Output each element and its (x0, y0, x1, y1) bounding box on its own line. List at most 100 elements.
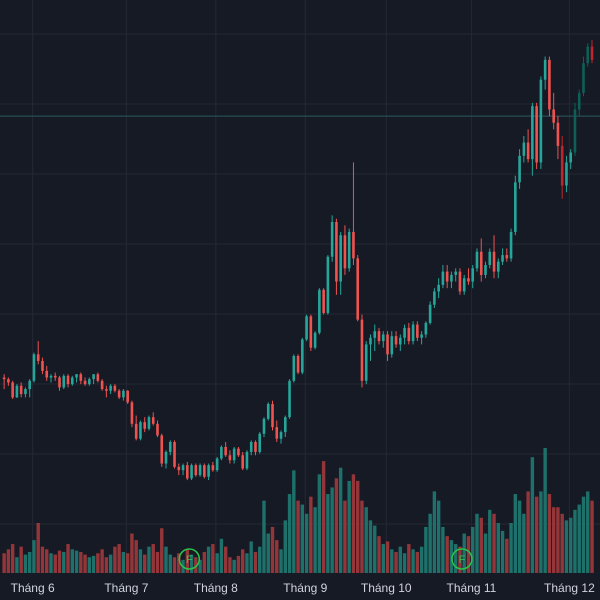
candle-37 (160, 433, 164, 467)
candle-body-78 (335, 221, 338, 282)
candle-body-79 (339, 235, 342, 282)
volume-bar-10 (45, 549, 49, 573)
volume-bar-54 (232, 559, 236, 573)
x-tick-label-4: Tháng 10 (361, 581, 412, 595)
candle-body-101 (433, 291, 436, 305)
candle-body-17 (75, 374, 78, 378)
candle-30 (130, 400, 134, 428)
candle-47 (203, 463, 206, 479)
candle-body-76 (326, 256, 330, 313)
volume-bar-109 (466, 536, 471, 573)
volume-bar-25 (108, 554, 113, 573)
candle-69 (296, 354, 300, 375)
candle-6 (28, 379, 31, 398)
candle-body-19 (83, 380, 87, 385)
candle-56 (241, 451, 244, 471)
candle-body-26 (113, 385, 117, 391)
volume-bar-23 (100, 549, 104, 573)
candle-body-64 (275, 427, 279, 439)
volume-bar-127 (543, 448, 547, 573)
volume-bar-123 (526, 491, 530, 573)
candle-51 (220, 445, 223, 461)
volume-bar-9 (40, 546, 45, 573)
candle-body-39 (168, 442, 172, 452)
volume-bar-48 (206, 546, 211, 573)
candle-body-53 (228, 455, 232, 461)
volume-bar-56 (240, 549, 245, 573)
candle-body-91 (390, 336, 394, 355)
candle-body-27 (117, 390, 121, 398)
volume-bar-74 (317, 474, 322, 573)
volume-bar-89 (381, 544, 385, 573)
volume-bar-14 (62, 551, 66, 573)
candle-body-71 (305, 316, 308, 340)
volume-bar-17 (74, 550, 79, 573)
volume-bar-67 (287, 494, 292, 573)
volume-bar-94 (402, 553, 407, 573)
candle-65 (279, 430, 283, 444)
candle-114 (488, 248, 492, 269)
volume-bar-99 (424, 526, 428, 573)
candle-39 (168, 440, 172, 456)
volume-bar-113 (483, 533, 488, 573)
candle-body-107 (458, 271, 462, 292)
candle-body-80 (343, 235, 347, 269)
candle-75 (322, 288, 325, 315)
volume-bar-136 (581, 496, 586, 573)
x-tick-label-0: Tháng 6 (11, 581, 55, 595)
candle-body-83 (356, 258, 360, 320)
candle-129 (552, 92, 555, 130)
candle-body-11 (49, 375, 53, 378)
volume-bar-49 (211, 544, 215, 573)
candle-93 (399, 334, 402, 352)
volume-bar-60 (258, 546, 262, 573)
candle-67 (288, 379, 291, 419)
candle-35 (151, 412, 155, 426)
candle-body-105 (450, 274, 453, 282)
volume-bar-30 (130, 533, 134, 573)
candle-81 (347, 228, 351, 272)
volume-bar-84 (360, 500, 364, 573)
candle-body-33 (143, 422, 147, 429)
candle-27 (117, 389, 121, 400)
candle-68 (292, 354, 296, 383)
volume-bar-100 (428, 513, 432, 573)
candle-body-5 (24, 389, 27, 395)
candle-body-127 (543, 59, 547, 80)
volume-bar-19 (83, 554, 87, 573)
candle-113 (484, 261, 487, 279)
candle-body-58 (249, 442, 253, 452)
volume-bars (2, 448, 594, 573)
candle-83 (356, 255, 360, 322)
volume-bar-129 (551, 507, 556, 573)
candle-49 (211, 461, 215, 472)
candle-117 (501, 248, 504, 265)
volume-bar-75 (321, 461, 326, 573)
candle-5 (24, 387, 27, 398)
candle-90 (386, 331, 389, 361)
candle-body-7 (32, 354, 36, 381)
volume-bar-68 (292, 470, 296, 573)
candle-26 (113, 384, 117, 393)
candle-34 (147, 415, 151, 431)
volume-bar-46 (198, 559, 202, 573)
candle-7 (32, 352, 36, 383)
candle-body-138 (590, 46, 594, 60)
volume-bar-85 (364, 507, 368, 573)
candle-body-32 (139, 422, 142, 439)
candle-15 (66, 374, 70, 388)
candle-body-51 (220, 446, 223, 459)
candle-body-10 (45, 370, 49, 378)
candle-body-50 (215, 458, 219, 471)
volume-bar-45 (194, 557, 198, 573)
volume-bar-59 (253, 551, 258, 573)
volume-bar-50 (215, 553, 219, 573)
candle-62 (266, 402, 270, 421)
candle-16 (70, 375, 74, 386)
candle-body-55 (237, 448, 240, 456)
candle-body-35 (151, 417, 155, 424)
candle-95 (407, 322, 411, 345)
volume-bar-120 (513, 494, 518, 573)
